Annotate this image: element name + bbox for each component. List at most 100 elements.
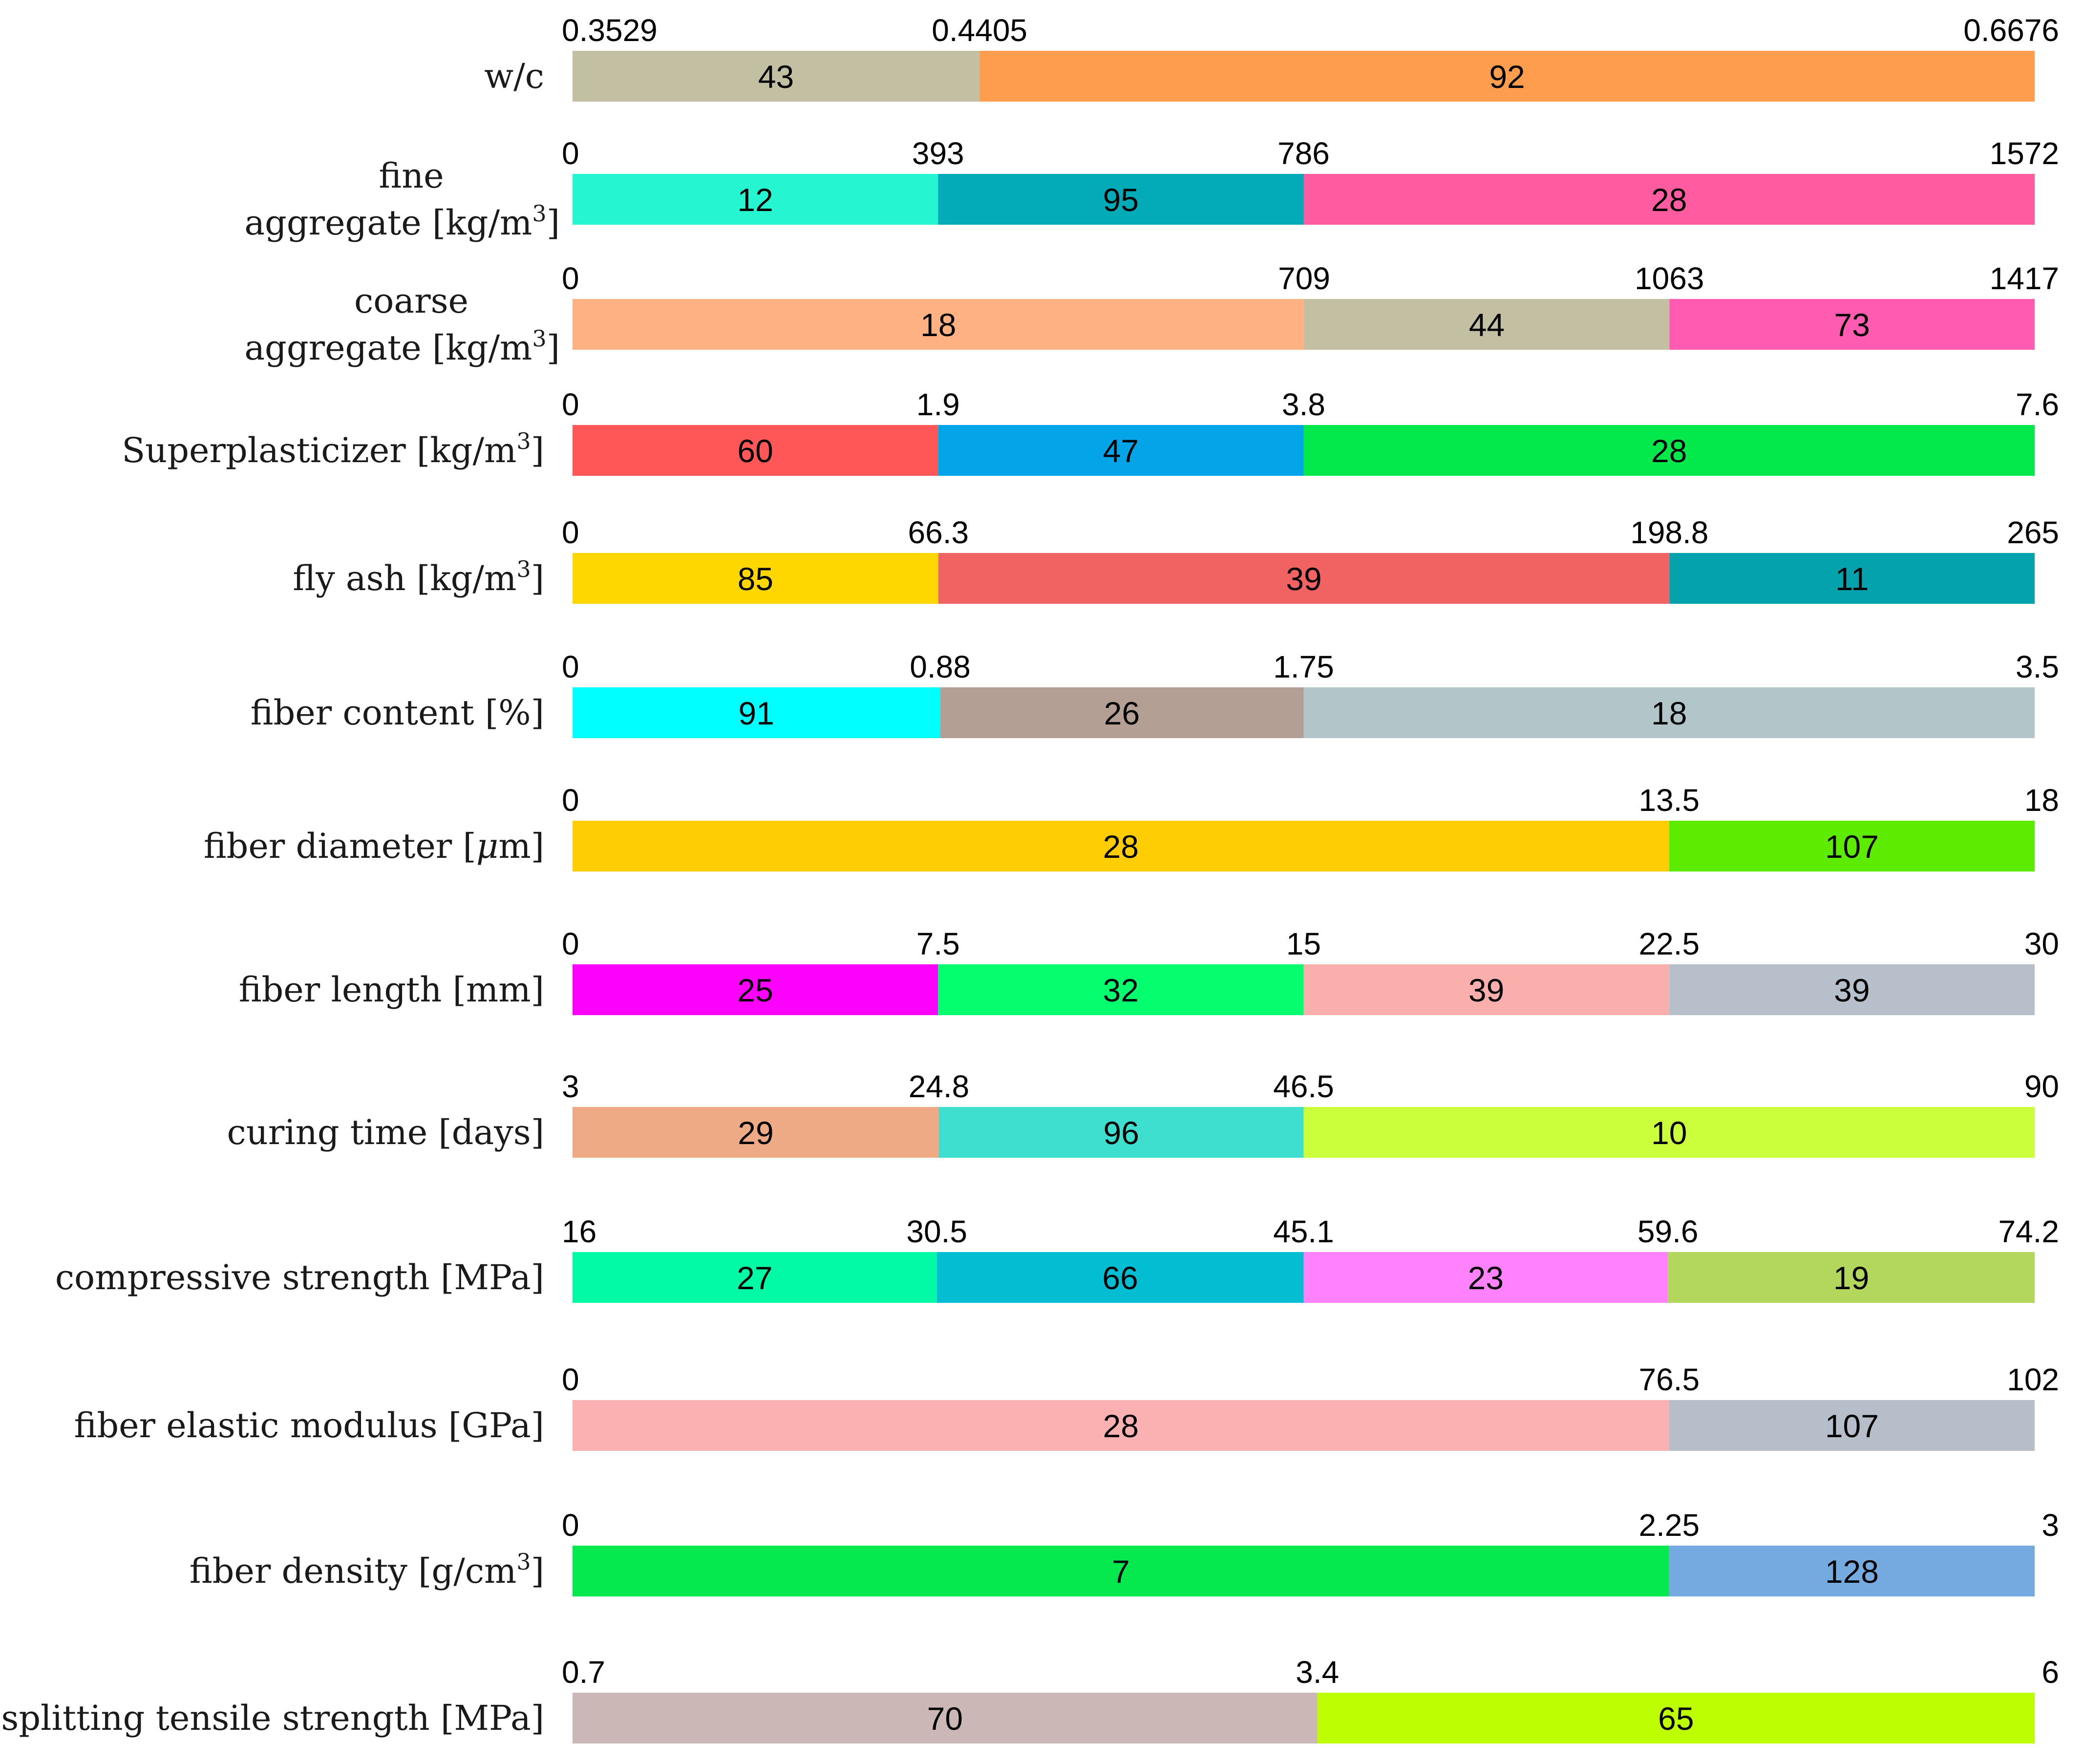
segment-count-label: 11	[1835, 561, 1869, 597]
bar-segment	[1669, 553, 2035, 604]
break-value-label: 6	[2041, 1655, 2059, 1690]
segment-count-label: 18	[920, 307, 956, 343]
bar-segment	[1669, 964, 2035, 1015]
segment-count-label: 70	[927, 1700, 963, 1737]
bar-row: 91 26 18 0 0.88 1.75 3.5 fiber content [%]	[251, 649, 2059, 738]
break-value-label: 198.8	[1630, 515, 1708, 550]
break-value-label: 0.3529	[562, 13, 658, 48]
break-value-label: 3.8	[1282, 387, 1325, 422]
bar-segment	[936, 1252, 1304, 1303]
segment-count-label: 92	[1489, 59, 1525, 95]
break-value-label: 0	[562, 649, 579, 684]
row-label-line1: coarse	[354, 281, 468, 321]
bar-segment	[1668, 1252, 2035, 1303]
segment-count-label: 12	[737, 182, 773, 218]
bar-row: 29 96 10 3 24.8 46.5 90 curing time [days]	[227, 1069, 2059, 1158]
bar-segment	[1304, 299, 1670, 350]
bar-segment	[573, 51, 980, 102]
bar-row: 60 47 28 0 1.9 3.8 7.6 Superplasticizer [kg/m3]	[122, 387, 2059, 476]
break-value-label: 3	[562, 1069, 579, 1104]
bar-segment	[938, 1107, 1304, 1158]
bar-segment	[573, 1107, 939, 1158]
break-value-label: 3	[2041, 1508, 2059, 1543]
bar-segment	[573, 964, 938, 1015]
row-label: fiber density [g/cm3]	[190, 1549, 544, 1591]
segment-count-label: 66	[1102, 1260, 1138, 1296]
segment-count-label: 73	[1834, 307, 1870, 343]
bar-row: 28 107 0 13.5 18 fiber diameter [μm]	[204, 783, 2059, 871]
segment-count-label: 28	[1103, 1408, 1139, 1444]
row-label-line1: fine	[379, 156, 444, 196]
break-value-label: 3.5	[2016, 649, 2059, 684]
row-label: fiber diameter [μm]	[204, 826, 544, 866]
row-label: w/c	[484, 56, 544, 96]
bar-segment	[573, 553, 938, 604]
break-value-label: 709	[1278, 261, 1330, 296]
break-value-label: 15	[1286, 926, 1321, 961]
bar-segment	[573, 1252, 937, 1303]
segment-count-label: 43	[758, 59, 794, 95]
break-value-label: 0	[562, 136, 579, 171]
break-value-label: 0	[562, 926, 579, 961]
row-label: curing time [days]	[227, 1112, 544, 1152]
segment-count-label: 18	[1651, 695, 1687, 731]
bar-row: 27 66 23 19 16 30.5 45.1 59.6 74.2 compressive st…	[55, 1214, 2059, 1303]
break-value-label: 0	[562, 1508, 579, 1543]
break-value-label: 7.6	[2016, 387, 2059, 422]
segment-count-label: 85	[738, 561, 773, 597]
break-value-label: 0	[562, 261, 579, 296]
bar-segment	[938, 425, 1304, 476]
break-value-label: 74.2	[1998, 1214, 2059, 1249]
bar-segment	[1669, 1546, 2035, 1596]
segment-count-label: 39	[1468, 972, 1504, 1008]
segment-count-label: 95	[1103, 182, 1139, 218]
bar-row: 7 128 0 2.25 3 fiber density [g/cm3]	[190, 1508, 2059, 1596]
break-value-label: 0.4405	[932, 13, 1027, 48]
break-value-label: 1572	[1990, 136, 2059, 171]
break-value-label: 0	[562, 387, 579, 422]
segment-count-label: 28	[1651, 182, 1687, 218]
segment-count-label: 23	[1468, 1260, 1504, 1296]
break-value-label: 1417	[1990, 261, 2059, 296]
break-value-label: 16	[562, 1214, 596, 1249]
break-value-label: 0	[562, 783, 579, 818]
break-value-label: 102	[2007, 1362, 2059, 1397]
bar-segment	[940, 687, 1304, 738]
break-value-label: 24.8	[909, 1069, 970, 1104]
bar-segment	[573, 1400, 1669, 1451]
bar-segment	[1303, 1107, 2035, 1158]
bar-row: 25 32 39 39 0 7.5 15 22.5 30 fiber length [mm]	[239, 926, 2059, 1015]
segment-count-label: 60	[737, 433, 773, 469]
bar-segment	[1669, 299, 2035, 350]
break-value-label: 30	[2024, 926, 2059, 961]
break-value-label: 22.5	[1638, 926, 1700, 961]
segment-count-label: 91	[739, 695, 774, 731]
break-value-label: 0.6676	[1963, 13, 2059, 48]
break-value-label: 2.25	[1638, 1508, 1700, 1543]
bar-segment	[938, 964, 1304, 1015]
bar-segment	[1317, 1693, 2035, 1743]
break-value-label: 786	[1277, 136, 1330, 171]
bar-segment	[979, 51, 2035, 102]
bar-segment	[1669, 1400, 2035, 1451]
bar-segment	[938, 553, 1670, 604]
break-value-label: 0	[562, 515, 579, 550]
row-label: Superplasticizer [kg/m3]	[122, 428, 544, 470]
break-value-label: 7.5	[916, 926, 960, 961]
break-value-label: 0	[562, 1362, 579, 1397]
bar-segment	[573, 174, 938, 225]
bar-segment	[1303, 174, 2035, 225]
bar-segment	[573, 821, 1669, 871]
row-label: fiber content [%]	[251, 693, 544, 733]
segment-count-label: 128	[1825, 1553, 1879, 1590]
bar-segment	[1303, 1252, 1668, 1303]
segment-count-label: 65	[1658, 1700, 1694, 1737]
segment-count-label: 7	[1112, 1553, 1130, 1590]
row-label: aggregate [kg/m3]	[244, 200, 560, 243]
break-value-label: 45.1	[1273, 1214, 1334, 1249]
segment-count-label: 10	[1651, 1115, 1687, 1151]
bar-row: 28 107 0 76.5 102 fiber elastic modulus [GPa]	[74, 1362, 2059, 1451]
row-label: aggregate [kg/m3]	[244, 325, 560, 368]
row-label: splitting tensile strength [MPa]	[1, 1698, 544, 1738]
